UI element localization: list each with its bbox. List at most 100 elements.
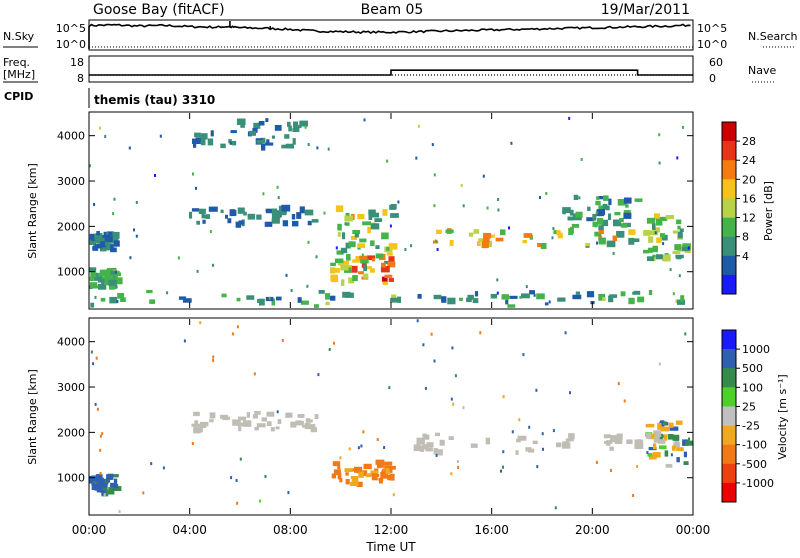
heatmap-cell bbox=[462, 204, 465, 208]
heatmap-cell bbox=[416, 437, 425, 445]
heatmap-cell bbox=[424, 386, 427, 390]
heatmap-cell bbox=[348, 241, 356, 248]
heatmap-cell bbox=[177, 256, 180, 260]
power-ylabel: Slant Range [km] bbox=[26, 163, 39, 259]
heatmap-cell bbox=[194, 132, 201, 138]
heatmap-cell bbox=[656, 237, 662, 243]
heatmap-cell bbox=[608, 213, 612, 220]
heatmap-cell bbox=[602, 297, 606, 301]
heatmap-cell bbox=[482, 174, 485, 178]
heatmap-cell bbox=[115, 270, 117, 274]
heatmap-cell bbox=[652, 245, 658, 253]
power-cbar-swatch bbox=[722, 141, 736, 161]
heatmap-cell bbox=[431, 143, 434, 147]
heatmap-cell bbox=[653, 436, 660, 443]
heatmap-cell bbox=[502, 395, 505, 399]
heatmap-cell bbox=[295, 420, 302, 425]
heatmap-cell bbox=[99, 486, 107, 490]
heatmap-cell bbox=[569, 391, 571, 395]
heatmap-cell bbox=[284, 134, 290, 139]
heatmap-cell bbox=[422, 444, 430, 450]
heatmap-cell bbox=[291, 214, 296, 220]
heatmap-cell bbox=[278, 211, 287, 216]
heatmap-cell bbox=[430, 332, 433, 336]
heatmap-cell bbox=[472, 298, 479, 304]
heatmap-cell bbox=[246, 295, 255, 300]
heatmap-cell bbox=[665, 215, 675, 220]
heatmap-cell bbox=[196, 269, 199, 273]
velocity-cbar-tick-label: -500 bbox=[742, 458, 767, 471]
heatmap-cell bbox=[454, 374, 457, 378]
heatmap-cell bbox=[335, 205, 344, 213]
heatmap-cell bbox=[634, 439, 643, 444]
heatmap-cell bbox=[212, 355, 215, 359]
heatmap-cell bbox=[529, 290, 535, 295]
heatmap-cell bbox=[659, 445, 667, 450]
heatmap-cell bbox=[386, 246, 390, 251]
heatmap-cell bbox=[511, 430, 514, 434]
heatmap-cell bbox=[676, 457, 680, 463]
heatmap-cell bbox=[113, 197, 116, 201]
heatmap-cell bbox=[300, 300, 309, 305]
heatmap-cell bbox=[266, 209, 275, 214]
heatmap-cell bbox=[381, 276, 388, 282]
heatmap-cell bbox=[135, 234, 138, 238]
heatmap-cell bbox=[672, 445, 676, 451]
velocity-panel: 1000 2000 3000 4000 Slant Range [km] 1000 50… bbox=[26, 317, 789, 516]
heatmap-cell bbox=[101, 432, 104, 436]
heatmap-cell bbox=[196, 220, 200, 225]
heatmap-cell bbox=[249, 130, 256, 136]
heatmap-cell bbox=[296, 212, 302, 219]
power-y-tick-label: 4000 bbox=[57, 130, 85, 143]
heatmap-cell bbox=[104, 135, 107, 138]
heatmap-cell bbox=[626, 439, 633, 444]
heatmap-cell bbox=[628, 297, 635, 305]
heatmap-cell bbox=[339, 456, 342, 460]
heatmap-cell bbox=[688, 437, 690, 441]
heatmap-cell bbox=[200, 138, 206, 146]
heatmap-cell bbox=[365, 266, 372, 270]
power-cbar-swatch bbox=[722, 255, 736, 276]
heatmap-cell bbox=[497, 208, 500, 212]
heatmap-cell bbox=[311, 219, 319, 223]
heatmap-cell bbox=[632, 494, 635, 497]
heatmap-cell bbox=[379, 479, 383, 484]
heatmap-cell bbox=[307, 220, 312, 226]
heatmap-cell bbox=[307, 240, 310, 244]
power-cbar-swatch bbox=[722, 274, 736, 295]
heatmap-cell bbox=[552, 227, 555, 230]
heatmap-cell bbox=[201, 213, 205, 219]
heatmap-cell bbox=[496, 291, 499, 295]
heatmap-cell bbox=[367, 226, 371, 234]
heatmap-cell bbox=[433, 173, 436, 177]
x-tick-label: 16:00 bbox=[474, 523, 509, 537]
freq-left-tick-high: 18 bbox=[70, 56, 84, 69]
heatmap-cell bbox=[110, 247, 117, 253]
power-data-layer bbox=[89, 116, 691, 308]
heatmap-cell bbox=[89, 238, 97, 245]
heatmap-cell bbox=[271, 135, 275, 139]
heatmap-cell bbox=[93, 233, 101, 239]
heatmap-cell bbox=[356, 468, 360, 474]
power-cbar-tick-label: 8 bbox=[742, 231, 749, 244]
heatmap-cell bbox=[422, 343, 425, 347]
heatmap-cell bbox=[210, 130, 214, 137]
heatmap-cell bbox=[515, 450, 519, 455]
velocity-cbar-swatch bbox=[722, 425, 736, 445]
heatmap-cell bbox=[536, 465, 539, 469]
heatmap-cell bbox=[522, 353, 525, 357]
heatmap-cell bbox=[565, 438, 574, 442]
heatmap-cell bbox=[533, 293, 536, 297]
heatmap-cell bbox=[377, 462, 382, 469]
heatmap-cell bbox=[597, 196, 604, 200]
heatmap-cell bbox=[654, 213, 660, 220]
heatmap-cell bbox=[337, 465, 341, 470]
heatmap-cell bbox=[271, 208, 278, 215]
heatmap-cell bbox=[293, 121, 298, 128]
heatmap-cell bbox=[96, 407, 99, 411]
heatmap-cell bbox=[415, 156, 418, 160]
heatmap-cell bbox=[381, 262, 386, 268]
heatmap-cell bbox=[271, 218, 280, 224]
station-title: Goose Bay (fitACF) bbox=[93, 2, 225, 18]
